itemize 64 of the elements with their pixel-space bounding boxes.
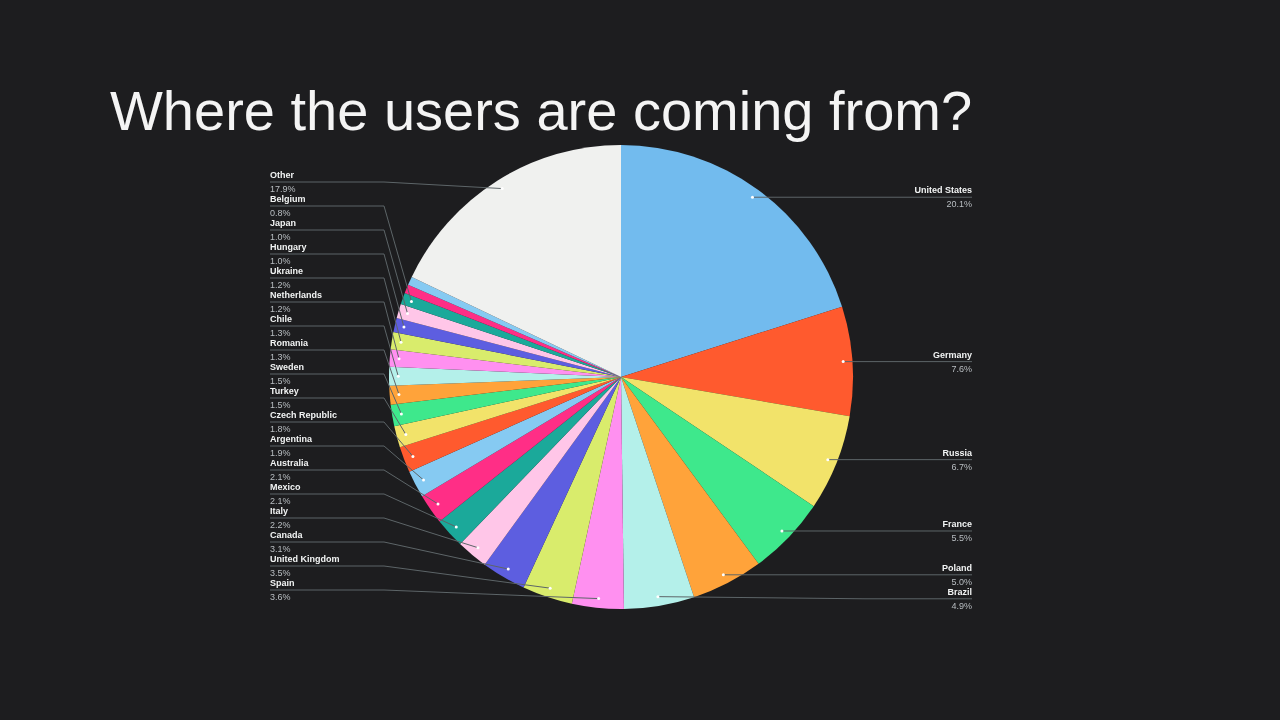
data-label: 3.1%	[270, 544, 291, 554]
slice-label: Canada	[270, 530, 304, 540]
slice-label: United Kingdom	[270, 554, 340, 564]
pie-slice	[484, 377, 621, 588]
pie-slice	[523, 377, 621, 604]
pie-slice	[411, 145, 621, 377]
pie-slice	[621, 377, 850, 507]
data-label: 3.6%	[270, 592, 291, 602]
slice-label: Hungary	[270, 242, 307, 252]
slice-label: Poland	[941, 562, 972, 573]
slice-label: Argentina	[270, 434, 313, 444]
data-label: 6.7%	[951, 461, 972, 472]
pie-slice	[571, 377, 624, 609]
slice-label: Brazil	[947, 586, 972, 597]
slice-label: Mexico	[270, 482, 302, 492]
data-label: 7.6%	[951, 363, 972, 374]
slice-label: Australia	[270, 458, 310, 468]
data-label: 4.9%	[951, 600, 972, 611]
data-label: 1.9%	[270, 448, 291, 458]
pie-slice	[390, 377, 621, 427]
pie-slice	[399, 377, 621, 472]
pie-slice	[390, 332, 621, 377]
data-label: 2.2%	[270, 520, 291, 530]
data-label: 5.0%	[951, 576, 972, 587]
data-label: 1.3%	[270, 328, 291, 338]
slice-label: Czech Republic	[270, 410, 338, 420]
data-label: 1.2%	[270, 304, 291, 314]
data-label: 1.3%	[270, 352, 291, 362]
data-label: 0.8%	[270, 208, 291, 218]
data-label: 1.2%	[270, 280, 291, 290]
slice-label: Russia	[942, 447, 973, 458]
data-label: 2.1%	[270, 496, 291, 506]
pie-slice	[621, 145, 843, 377]
pie-slice	[422, 377, 621, 522]
slice-label: Other	[270, 170, 295, 180]
data-label: 1.0%	[270, 256, 291, 266]
data-label: 1.0%	[270, 232, 291, 242]
slice-label: Italy	[270, 506, 289, 516]
slice-label: Ukraine	[270, 266, 304, 276]
data-label: 1.8%	[270, 424, 291, 434]
data-label: 20.1%	[946, 199, 972, 210]
pie-slice	[621, 377, 759, 598]
data-label: 5.5%	[951, 532, 972, 543]
slice-label: Turkey	[270, 386, 299, 396]
slice-label: Chile	[270, 314, 293, 324]
slice-label: Japan	[270, 218, 297, 228]
data-label: 17.9%	[270, 184, 296, 194]
pie-slice	[621, 377, 695, 609]
slice-label: Netherlands	[270, 290, 323, 300]
slice-label: Spain	[270, 578, 295, 588]
data-label: 1.5%	[270, 376, 291, 386]
pie-slice	[393, 317, 621, 377]
data-label: 2.1%	[270, 472, 291, 482]
slice-label: France	[942, 518, 972, 529]
slice-label: United States	[914, 185, 972, 196]
slice-label: Germany	[932, 349, 972, 360]
chart-title: Where the users are coming from?	[110, 79, 973, 142]
data-label: 3.5%	[270, 568, 291, 578]
pie-slice	[621, 306, 853, 417]
slice-label: Belgium	[270, 194, 306, 204]
slice-label: Romania	[270, 338, 309, 348]
pie-slice	[621, 377, 814, 564]
data-label: 1.5%	[270, 400, 291, 410]
slice-label: Sweden	[270, 362, 305, 372]
